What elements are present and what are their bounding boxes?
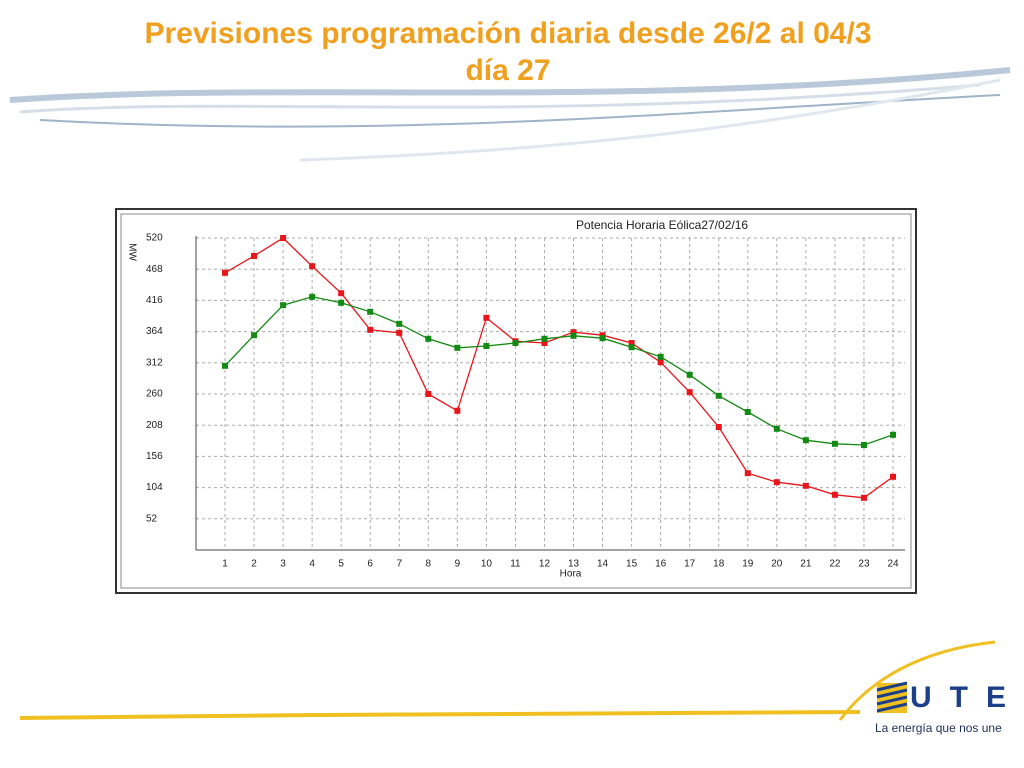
point (715, 392, 722, 399)
x-tick-label: 20 (771, 559, 783, 570)
point (657, 359, 664, 366)
chart: Potencia Horaria Eólica27/02/16 MW 52104… (126, 218, 905, 580)
x-tick-label: 11 (510, 559, 521, 570)
x-tick-label: 6 (367, 559, 373, 570)
point (541, 340, 548, 346)
y-axis-label: MW (126, 243, 137, 261)
x-tick-label: 24 (887, 559, 899, 570)
y-tick-label: 260 (146, 389, 163, 400)
x-tick-label: 22 (829, 559, 841, 570)
point (483, 343, 490, 349)
point (715, 424, 722, 430)
logo: UTE La energía que nos une (875, 681, 1006, 735)
x-tick-label: 21 (800, 559, 812, 570)
point (222, 269, 228, 276)
point (773, 479, 780, 486)
point (628, 340, 635, 346)
point (222, 362, 228, 369)
logo-mark: UTE (910, 681, 1006, 714)
y-tick-label: 468 (146, 264, 163, 275)
y-tick-label: 364 (146, 326, 163, 337)
decoration (9, 67, 1011, 721)
point (570, 332, 577, 339)
chart-frame (115, 208, 917, 594)
point (599, 335, 606, 342)
y-tick-label: 52 (146, 513, 158, 524)
x-tick-label: 9 (455, 559, 461, 570)
point (454, 407, 461, 414)
point (425, 335, 432, 342)
x-tick-label: 5 (338, 559, 344, 570)
x-tick-label: 19 (742, 559, 754, 570)
x-tick-label: 8 (426, 559, 432, 570)
point (338, 290, 345, 297)
logo-tagline: La energía que nos une (875, 721, 1002, 735)
point (367, 326, 374, 333)
point (396, 320, 403, 327)
point (628, 344, 635, 351)
point (802, 482, 809, 489)
x-tick-label: 16 (655, 559, 667, 570)
point (280, 302, 287, 309)
point (541, 335, 548, 342)
y-tick-label: 312 (146, 357, 163, 368)
point (512, 340, 519, 346)
x-tick-label: 23 (858, 559, 870, 570)
point (396, 329, 403, 336)
slide-title: día 27 (465, 54, 550, 87)
point (309, 263, 316, 270)
y-tick-label: 208 (146, 420, 163, 431)
point (251, 253, 258, 259)
x-tick-label: 13 (568, 559, 580, 570)
x-tick-label: 2 (251, 559, 257, 570)
logo-stripes (876, 681, 908, 713)
point (686, 371, 693, 378)
x-tick-label: 14 (597, 559, 609, 570)
y-tick-label: 104 (146, 482, 163, 493)
point (309, 293, 316, 300)
point (890, 473, 896, 480)
x-tick-label: 7 (396, 559, 402, 570)
point (570, 329, 577, 336)
point (686, 389, 693, 396)
y-tick-label: 520 (146, 233, 163, 244)
slide-title: Previsiones programación diaria desde 26… (144, 17, 871, 50)
point (831, 491, 838, 498)
point (890, 431, 896, 438)
point (483, 314, 490, 321)
point (425, 391, 432, 397)
x-tick-label: 1 (222, 559, 228, 570)
x-axis-label: Hora (560, 569, 582, 580)
point (280, 235, 287, 241)
x-tick-label: 18 (713, 559, 725, 570)
x-tick-label: 4 (309, 559, 315, 570)
point (831, 440, 838, 447)
point (251, 332, 258, 339)
y-tick-label: 416 (146, 295, 163, 306)
point (367, 308, 374, 315)
series-line (224, 296, 894, 446)
point (657, 353, 664, 360)
x-tick-label: 10 (481, 559, 493, 570)
point (773, 425, 780, 432)
point (454, 344, 461, 351)
x-tick-label: 3 (280, 559, 286, 570)
point (338, 299, 345, 306)
x-tick-label: 15 (626, 559, 638, 570)
x-tick-label: 17 (684, 559, 696, 570)
point (860, 494, 867, 501)
chart-inner-frame (120, 213, 912, 589)
point (802, 437, 809, 444)
point (744, 470, 751, 477)
chart-title: Potencia Horaria Eólica27/02/16 (576, 218, 748, 232)
point (860, 442, 867, 448)
y-tick-label: 156 (146, 451, 163, 462)
point (744, 409, 751, 415)
x-tick-label: 12 (539, 559, 551, 570)
